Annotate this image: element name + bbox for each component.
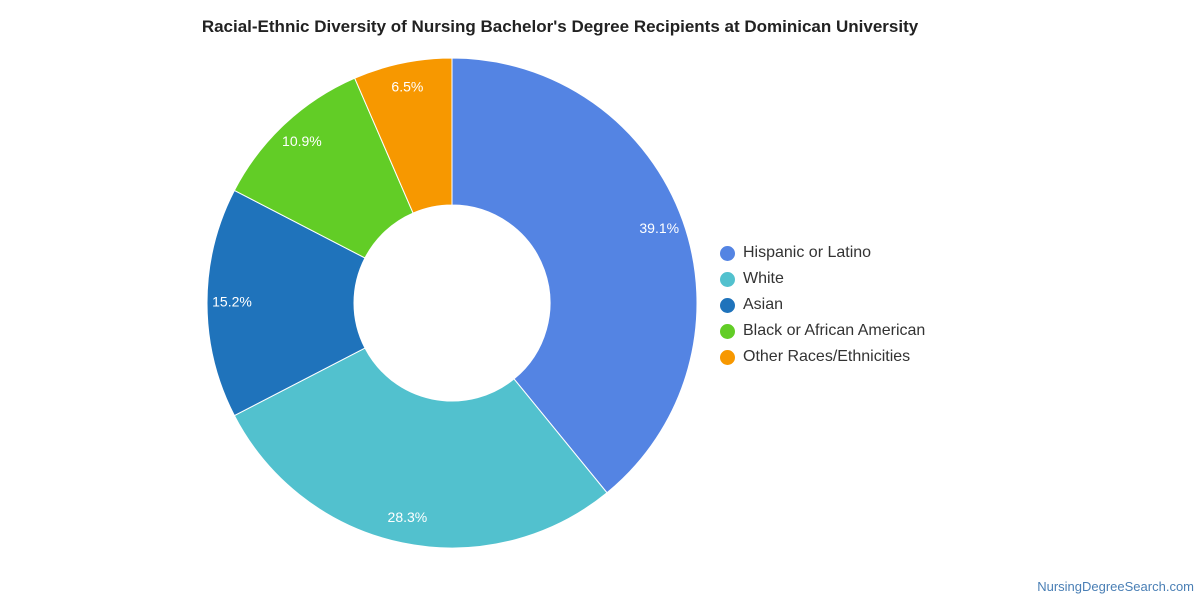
slice-label-other-races-ethnicities: 6.5%: [391, 78, 423, 94]
slice-asian[interactable]: [206, 189, 366, 417]
legend-item-hispanic-or-latino[interactable]: Hispanic or Latino: [720, 240, 925, 266]
chart-title: Racial-Ethnic Diversity of Nursing Bache…: [201, 17, 919, 36]
legend-item-other-races-ethnicities[interactable]: Other Races/Ethnicities: [720, 344, 925, 370]
slice-label-hispanic-or-latino: 39.1%: [639, 220, 679, 236]
legend-label: Black or African American: [743, 322, 926, 339]
legend-item-asian[interactable]: Asian: [720, 292, 925, 318]
slice-other-races-ethnicities[interactable]: [354, 57, 453, 214]
slice-hispanic-or-latino[interactable]: [451, 57, 698, 494]
slice-label-white: 28.3%: [388, 509, 428, 525]
chart-legend: Hispanic or Latino White Asian Black or Afr…: [720, 240, 925, 370]
legend-label: Hispanic or Latino: [743, 244, 872, 261]
legend-label: White: [743, 270, 784, 287]
legend-swatch: [720, 245, 735, 261]
slice-white[interactable]: [233, 347, 608, 549]
legend-swatch: [720, 323, 735, 339]
slice-label-asian: 15.2%: [212, 294, 252, 310]
legend-label: Asian: [743, 296, 784, 313]
legend-swatch: [720, 349, 735, 365]
legend-label: Other Races/Ethnicities: [743, 348, 911, 365]
legend-swatch: [720, 271, 735, 287]
source-watermark[interactable]: NursingDegreeSearch.com: [1037, 579, 1194, 594]
legend-item-white[interactable]: White: [720, 266, 925, 292]
slice-label-black-or-african-american: 10.9%: [282, 133, 322, 149]
legend-item-black-or-african-american[interactable]: Black or African American: [720, 318, 925, 344]
legend-swatch: [720, 297, 735, 313]
